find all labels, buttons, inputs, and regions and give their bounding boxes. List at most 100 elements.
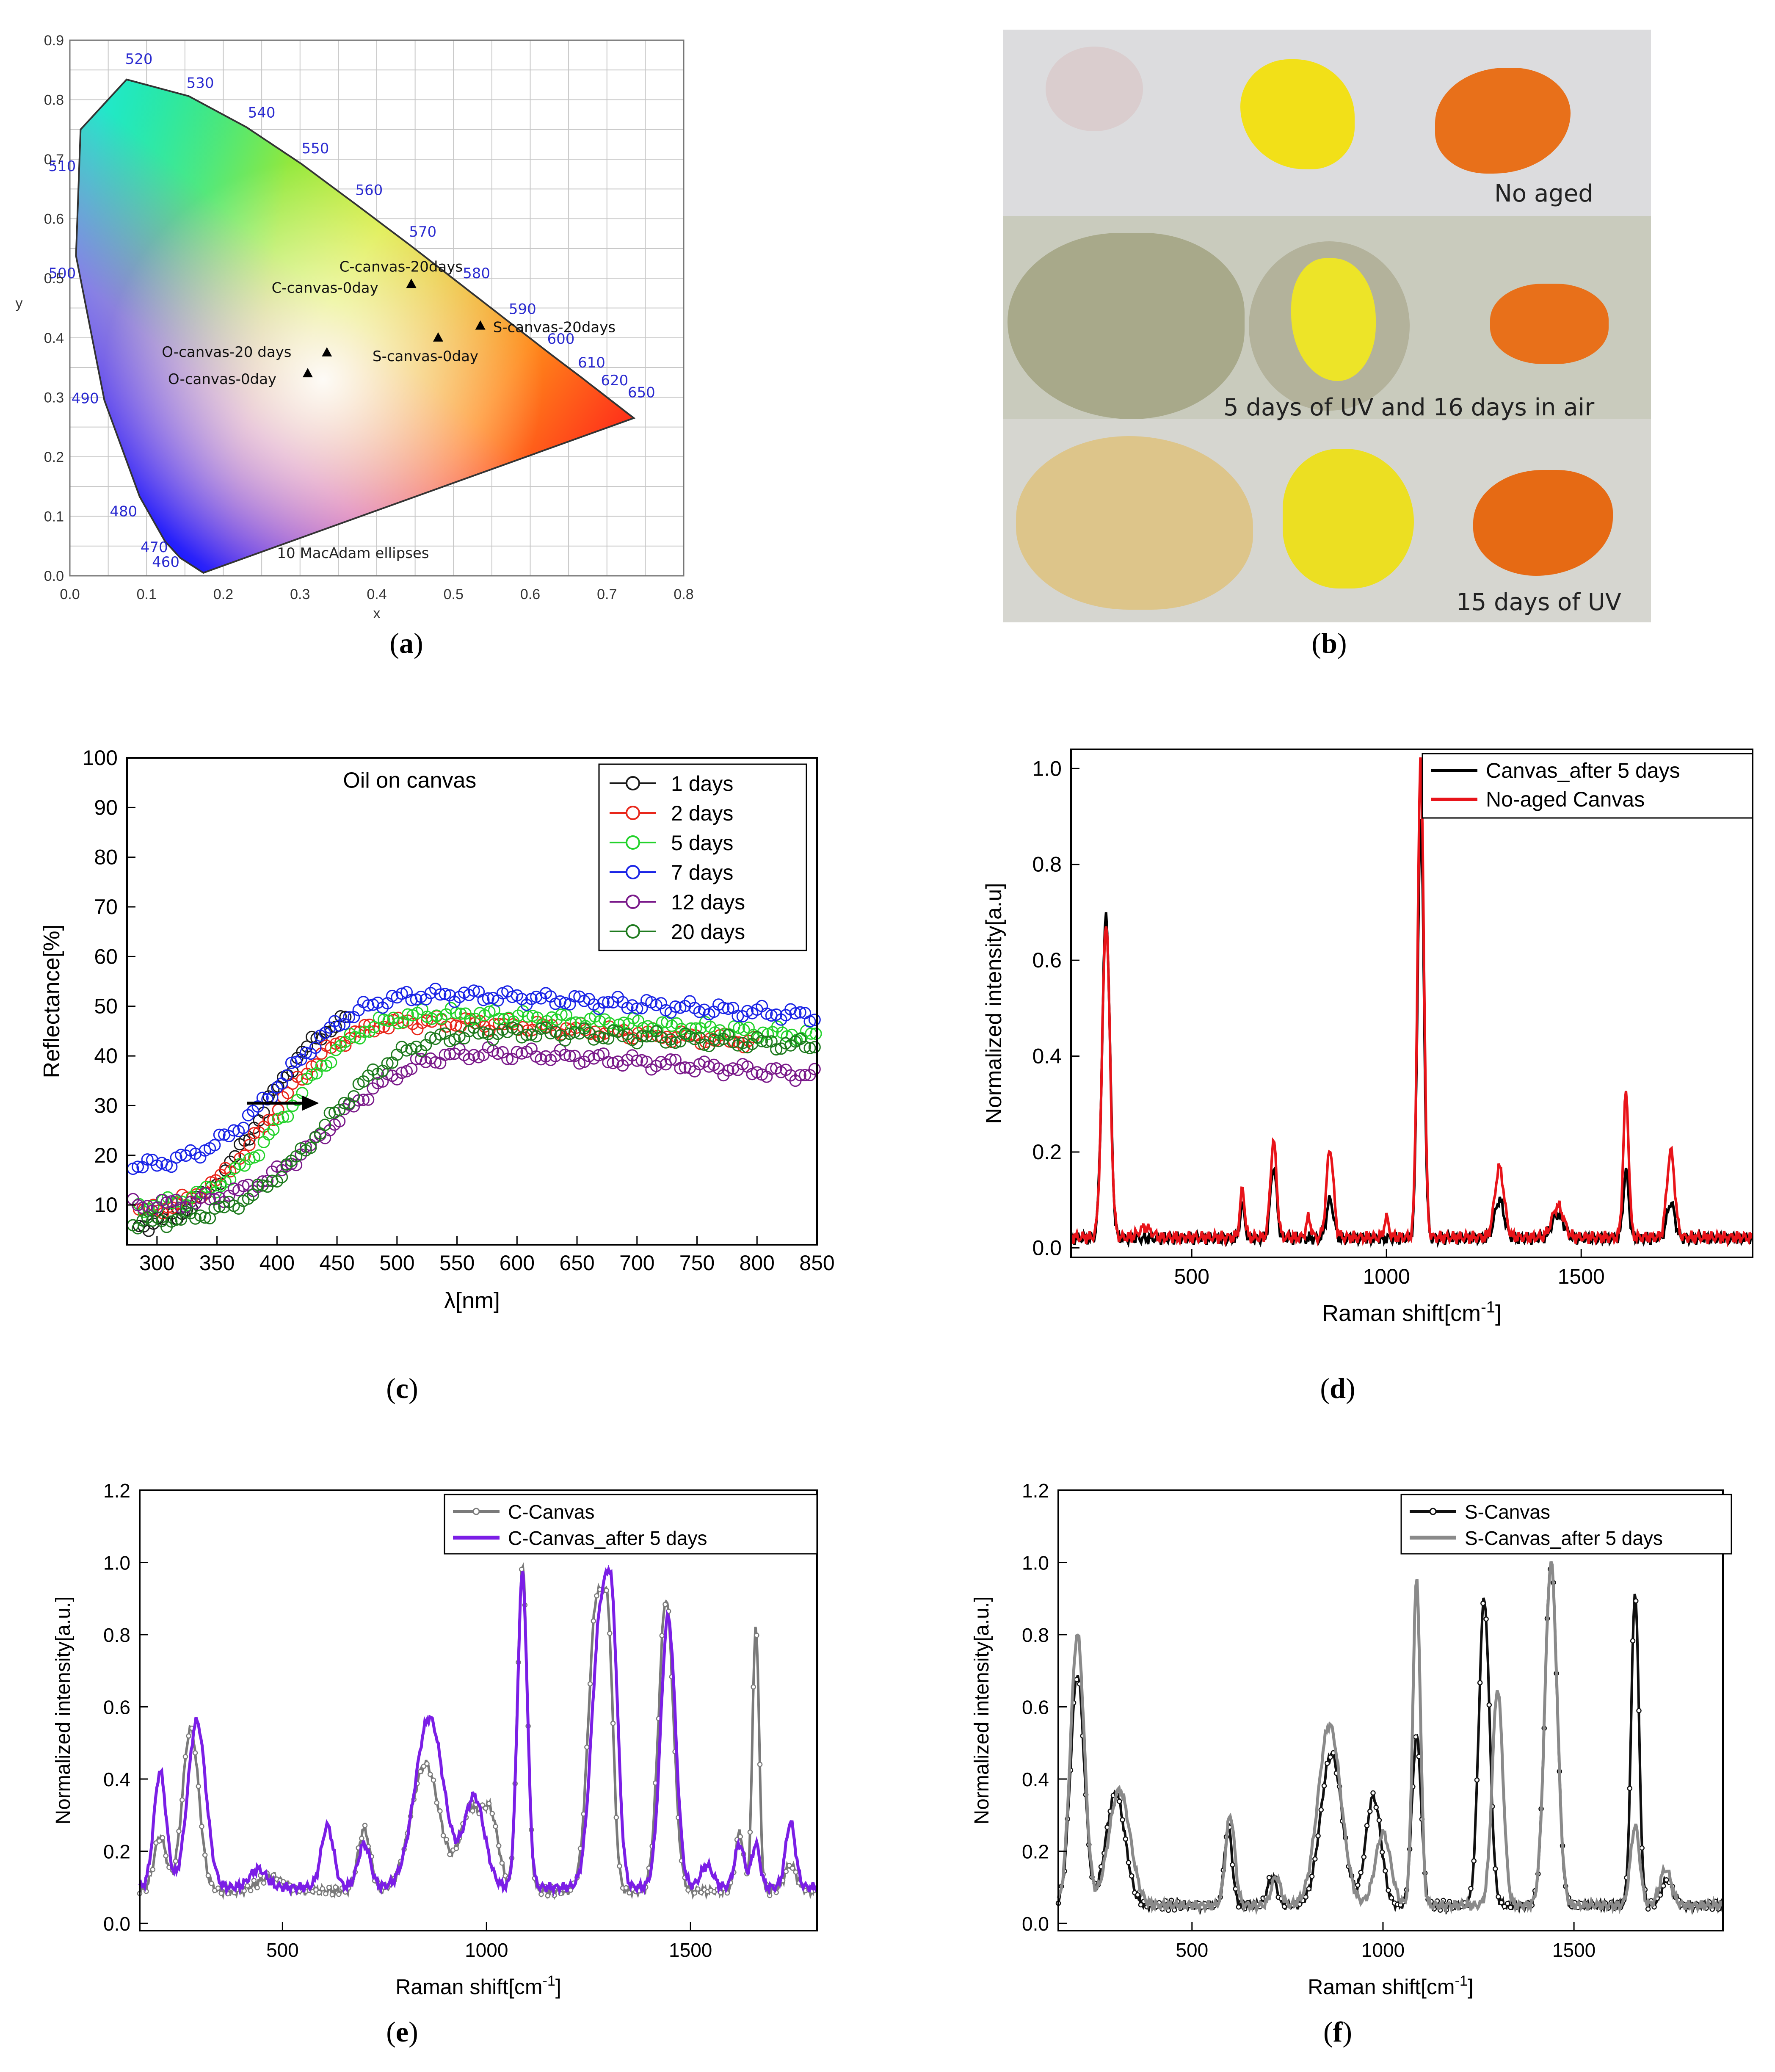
data-point (803, 1042, 816, 1055)
y-tick-label: 40 (94, 1044, 118, 1068)
data-point (698, 1038, 711, 1051)
legend-label: S-Canvas_after 5 days (1465, 1527, 1663, 1549)
panel-a: 460 470 480 490 500 510 520 530 540 550 560 570 580 5… (0, 0, 847, 677)
label-no-aged: No aged (1494, 180, 1593, 207)
data-point (467, 984, 480, 997)
data-point (306, 1069, 318, 1081)
x-tick-label: 1500 (1552, 1939, 1596, 1961)
data-point (783, 1869, 789, 1874)
data-point (247, 1188, 259, 1201)
data-point (1468, 1886, 1474, 1891)
series-5-days (133, 1002, 822, 1218)
data-point (1324, 1760, 1330, 1766)
data-point (694, 1022, 707, 1035)
data-point (320, 1886, 326, 1892)
data-point (276, 1077, 288, 1090)
plot-frame (139, 1489, 818, 1931)
caption-a: (a) (389, 627, 423, 659)
data-point (251, 1878, 257, 1883)
data-point (470, 1808, 475, 1814)
data-point (635, 1054, 648, 1066)
data-point (607, 1057, 619, 1069)
legend-label: 20 days (671, 920, 745, 944)
data-point (368, 1021, 381, 1033)
data-point (1315, 1833, 1321, 1839)
series-line-1 (1057, 1561, 1724, 1916)
y-tick-label: 0.0 (44, 568, 64, 584)
data-point (1358, 1870, 1364, 1876)
data-point (592, 1030, 605, 1043)
wavelength-label: 500 (48, 265, 76, 282)
data-point (1361, 1854, 1367, 1860)
data-point (549, 1050, 562, 1062)
data-point (444, 1018, 457, 1030)
plot-frame (1070, 749, 1753, 1258)
plot-frame (1057, 1489, 1724, 1931)
y-tick-label: 1.0 (1032, 757, 1062, 780)
legend-label: No-aged Canvas (1486, 787, 1645, 811)
legend-label: Canvas_after 5 days (1486, 759, 1680, 782)
data-point (401, 1008, 414, 1021)
data-point (326, 1884, 332, 1890)
legend-box (1422, 753, 1753, 819)
data-point-marker (406, 279, 417, 288)
y-axis-label: y (16, 296, 23, 312)
data-point (493, 1012, 505, 1025)
x-tick-label: 1000 (465, 1939, 508, 1961)
y-tick-label: 50 (94, 995, 118, 1018)
data-point (329, 1892, 335, 1898)
x-tick-label: 1000 (1361, 1939, 1405, 1961)
data-point (253, 1149, 265, 1162)
data-point (248, 1888, 254, 1893)
data-point (440, 1008, 453, 1021)
data-point (342, 1011, 355, 1024)
panel-f: 500 1000 1500 0.0 0.2 0.4 0.6 0.8 1.0 1.2 Raman sh… (910, 1456, 1775, 2007)
legend-marker (472, 1508, 480, 1515)
data-point (338, 1097, 351, 1109)
data-point (392, 1017, 405, 1030)
y-tick-label: 0.8 (1022, 1624, 1049, 1646)
data-point (215, 1885, 221, 1891)
y-tick-label: 0.6 (1022, 1696, 1049, 1718)
data-point (757, 1762, 763, 1767)
data-point (674, 1062, 687, 1075)
data-point (535, 1022, 547, 1035)
data-point (1364, 1823, 1370, 1829)
chart-title: Oil on canvas (343, 768, 476, 793)
data-point (610, 1721, 616, 1726)
data-point (182, 1754, 188, 1760)
wavelength-label: 480 (110, 503, 137, 520)
plot-area: 500 1000 1500 0.0 0.2 0.4 0.6 0.8 1.0 1.2 Raman sh… (971, 1480, 1732, 1999)
data-point (359, 1835, 364, 1841)
data-point (304, 1141, 317, 1154)
wavelength-label: 550 (302, 140, 329, 157)
data-point (623, 1885, 629, 1891)
data-point (602, 1056, 615, 1069)
legend-marker (626, 865, 640, 879)
data-point (1355, 1882, 1361, 1888)
y-tick-label: 1.0 (103, 1552, 130, 1574)
data-point (1126, 1860, 1132, 1865)
series-20-days (127, 1021, 821, 1235)
y-tick-label: 20 (94, 1144, 118, 1167)
data-point (431, 1777, 436, 1783)
raman-chart-s-canvas: 500 1000 1500 0.0 0.2 0.4 0.6 0.8 1.0 1.2 Raman sh… (971, 1480, 1732, 1999)
legend-box (444, 1494, 818, 1555)
data-point (1499, 1900, 1504, 1906)
data-point (751, 1684, 756, 1690)
data-point (496, 1843, 502, 1848)
data-point (491, 1047, 504, 1060)
data-point (282, 1110, 294, 1123)
x-axis-label-sup: -1 (1455, 1973, 1468, 1989)
data-point-marker (433, 332, 443, 342)
data-point (202, 1852, 208, 1858)
data-point (319, 1119, 331, 1131)
data-point (1306, 1886, 1312, 1892)
data-point (499, 1860, 505, 1866)
data-point (1303, 1894, 1308, 1900)
data-point (243, 1133, 256, 1146)
x-tick-label: 0.3 (290, 586, 310, 602)
y-tick-label: 0.4 (1032, 1044, 1062, 1068)
tan-sample-uv (1016, 436, 1253, 610)
x-tick-label: 350 (199, 1251, 235, 1275)
